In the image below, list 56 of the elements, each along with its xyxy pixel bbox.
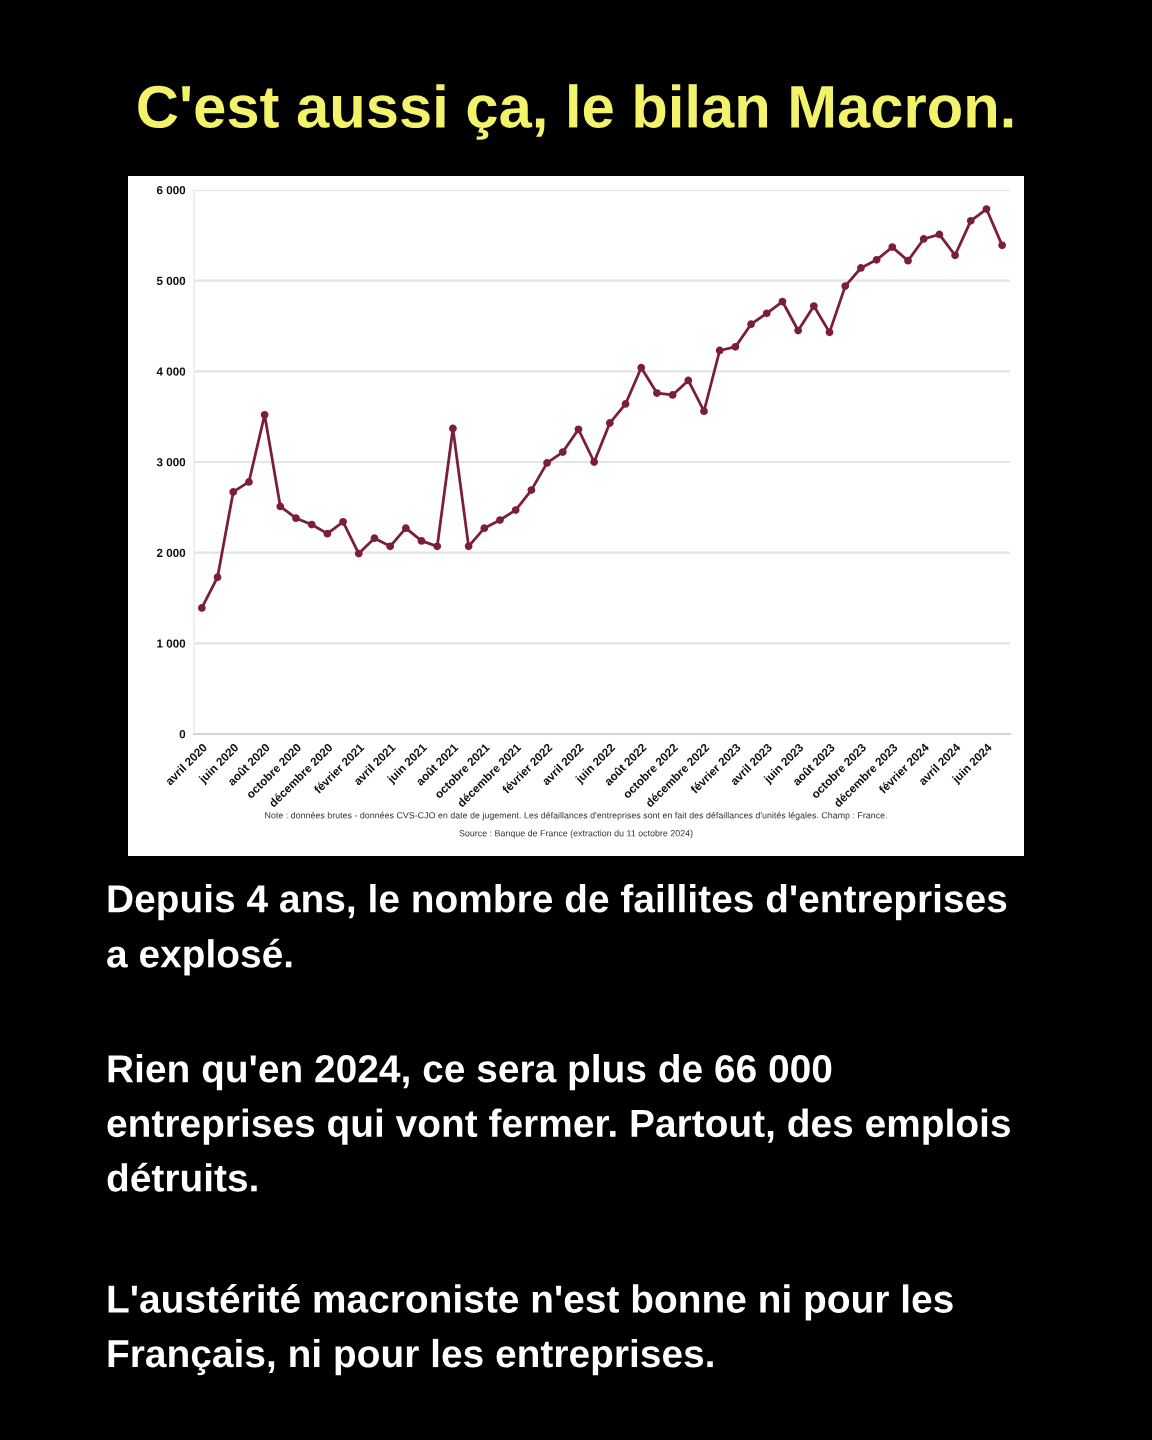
point (496, 516, 504, 524)
point (982, 205, 991, 213)
point (966, 216, 975, 225)
point (951, 251, 959, 260)
point (904, 256, 912, 265)
point (605, 419, 614, 427)
point (794, 326, 803, 335)
point (339, 517, 347, 526)
point (433, 542, 442, 551)
point (778, 297, 787, 306)
point (668, 391, 677, 399)
point (872, 255, 881, 264)
point (543, 459, 551, 467)
point (762, 309, 771, 318)
point (480, 524, 489, 533)
point (700, 407, 708, 416)
text: Rien qu'en 2024, ce sera plus de 66 000 entreprises qui vont fermer. Partout, des emplois détruits. (107, 1054, 1010, 1192)
point (653, 389, 661, 397)
point (731, 342, 740, 351)
point (825, 328, 834, 337)
point (558, 448, 567, 456)
point (354, 549, 363, 558)
point (449, 424, 457, 433)
point (229, 488, 238, 496)
point (637, 363, 646, 372)
point (370, 534, 379, 543)
text: Depuis 4 ans, le nombre de faillites d'entreprises a explosé. (107, 884, 1007, 976)
point (527, 486, 536, 494)
point (574, 425, 583, 434)
chart-title: C'est aussi ça, le bilan Macron. (138, 84, 1013, 140)
point (464, 542, 473, 551)
point (888, 243, 897, 252)
point (809, 302, 818, 310)
point (417, 536, 426, 545)
point (998, 241, 1007, 250)
point (307, 520, 316, 529)
point (857, 264, 865, 272)
text: L'austérité macroniste n'est bonne ni pour les Français, ni pour les entreprises. (108, 1284, 953, 1376)
point (213, 573, 222, 582)
point (684, 376, 693, 385)
point (590, 458, 599, 466)
point (245, 478, 253, 486)
point (715, 346, 724, 355)
point (841, 282, 850, 290)
point (401, 524, 410, 533)
point (197, 604, 206, 612)
point (621, 400, 630, 408)
point (276, 502, 285, 511)
point (935, 230, 944, 239)
point (919, 235, 928, 243)
point (323, 529, 332, 538)
point (511, 506, 520, 514)
point (292, 514, 300, 523)
point (386, 542, 395, 551)
point (747, 320, 755, 329)
point (260, 410, 269, 419)
